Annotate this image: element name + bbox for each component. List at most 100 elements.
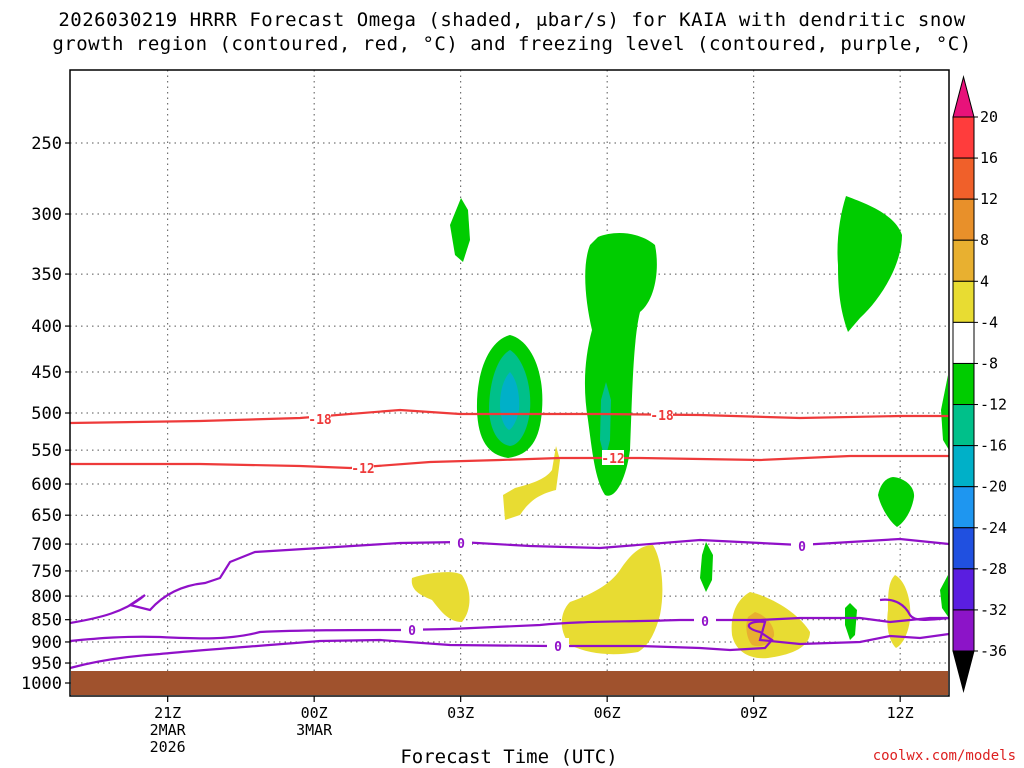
x-tick-label: 21Z: [154, 704, 181, 722]
colorbar-segment: [952, 321, 975, 364]
x-tick-label: 12Z: [887, 704, 914, 722]
contour-label-bg: [352, 460, 374, 475]
colorbar-segment: [952, 280, 975, 323]
omega-region-4z-core: [489, 350, 531, 446]
omega-region-4z-peak: [500, 372, 520, 430]
omega-region-8z: [700, 542, 713, 592]
colorbar-label: 4: [980, 272, 989, 290]
colorbar-segment: [952, 404, 975, 447]
contour-label-bg: [401, 622, 423, 637]
colorbar-segment: [952, 486, 975, 529]
contour-labels: -18 -18 -12 -12 0 0 0 0 0: [308, 407, 813, 655]
y-tick-label: 650: [31, 506, 62, 526]
contour-label: -18: [308, 413, 332, 428]
y-tick-label: 550: [31, 441, 62, 461]
colorbar-segment: [952, 198, 975, 241]
colorbar-label: -4: [980, 313, 998, 331]
x-tick-label: 09Z: [740, 704, 767, 722]
colorbar-label: -20: [980, 478, 1007, 496]
plot-background: [70, 70, 949, 696]
omega-region-13z-lower: [940, 575, 949, 618]
contour-label: -18: [650, 409, 674, 424]
y-tick-label: 900: [31, 633, 62, 653]
omega-region-11z-lower: [845, 603, 857, 640]
contour-label-bg: [602, 450, 624, 465]
contour-label: 0: [798, 540, 806, 555]
omega-region-6z-core: [600, 382, 611, 460]
x-tick-label: 03Z: [447, 704, 474, 722]
colorbar-label: -32: [980, 601, 1007, 619]
y-tick-label: 850: [31, 611, 62, 631]
y-tick-label: 350: [31, 265, 62, 285]
colorbar-label: -28: [980, 560, 1007, 578]
contour-label: 0: [554, 640, 562, 655]
colorbar-segment: [952, 568, 975, 611]
colorbar-segment: [952, 527, 975, 570]
colorbar-over-arrow: [952, 75, 975, 118]
omega-region-13z-upper: [941, 375, 949, 450]
colorbar-label: 16: [980, 149, 998, 167]
chart-title-line-1: 2026030219 HRRR Forecast Omega (shaded, …: [58, 9, 966, 31]
y-tick-label: 250: [31, 134, 62, 154]
colorbar-segment: [952, 239, 975, 282]
contour-label: 0: [457, 537, 465, 552]
y-tick-label: 750: [31, 562, 62, 582]
contour-label-bg: [547, 638, 569, 653]
y-tick-label: 700: [31, 535, 62, 555]
colorbar: 20 16 12 8 4 -4 -8 -12 -16 -20 -24 -28 -32 -36: [952, 75, 1007, 693]
contour-label: -12: [351, 462, 374, 477]
colorbar-label: -16: [980, 437, 1007, 455]
contour-freezing-middle: [69, 616, 949, 643]
y-tick-label: 1000: [21, 674, 62, 694]
omega-region-12z: [878, 477, 915, 527]
contour-label: 0: [701, 615, 709, 630]
x-tick-label: 06Z: [594, 704, 621, 722]
plot-frame: [69, 69, 950, 697]
contour-freezing-lower: [69, 620, 950, 670]
colorbar-segment: [952, 116, 975, 159]
contour-label: 0: [408, 624, 416, 639]
omega-region-6z: [584, 233, 657, 496]
omega-region-12z-sinking: [887, 575, 911, 648]
contour-minus12: [70, 454, 949, 470]
contour-freezing-upper: [69, 537, 950, 625]
ground-surface: [71, 671, 948, 695]
omega-region-9z-sinking: [731, 592, 810, 659]
y-tick-label: 950: [31, 654, 62, 674]
credit-link[interactable]: coolwx.com/models: [873, 748, 1016, 764]
colorbar-under-arrow: [952, 650, 975, 693]
gridlines: [70, 70, 949, 684]
y-tick-label: 800: [31, 587, 62, 607]
omega-region-4z: [476, 335, 543, 458]
x-tick-label: 00Z: [301, 704, 328, 722]
omega-region-11z-upper: [837, 196, 902, 332]
x-tick-label: 2026: [150, 738, 186, 756]
x-tick-label: 2MAR: [150, 721, 187, 739]
colorbar-label: -8: [980, 354, 998, 372]
y-axis: 2503003504004505005506006507007508008509…: [21, 134, 70, 694]
contour-minus18: [69, 408, 949, 425]
colorbar-label: -36: [980, 642, 1007, 660]
y-tick-label: 400: [31, 317, 62, 337]
colorbar-label: -12: [980, 396, 1007, 414]
colorbar-segment: [952, 609, 975, 652]
colorbar-label: -24: [980, 519, 1007, 537]
omega-region-2z-sinking: [411, 572, 470, 622]
omega-shading: [411, 196, 949, 659]
colorbar-segment: [952, 362, 975, 406]
x-axis-title: Forecast Time (UTC): [400, 746, 617, 768]
omega-region-4z-sinking: [503, 446, 560, 520]
y-tick-label: 300: [31, 205, 62, 225]
contour-label: -12: [601, 452, 624, 467]
y-tick-label: 450: [31, 363, 62, 383]
contour-label-bg: [450, 535, 472, 550]
omega-region-3z-upper: [450, 198, 470, 262]
colorbar-label: 12: [980, 190, 998, 208]
colorbar-segment: [952, 157, 975, 200]
contour-label-bg: [694, 613, 716, 628]
contour-lines: [69, 408, 950, 670]
chart-title-line-2: growth region (contoured, red, °C) and f…: [52, 33, 972, 55]
contour-freezing-right: [879, 598, 950, 621]
